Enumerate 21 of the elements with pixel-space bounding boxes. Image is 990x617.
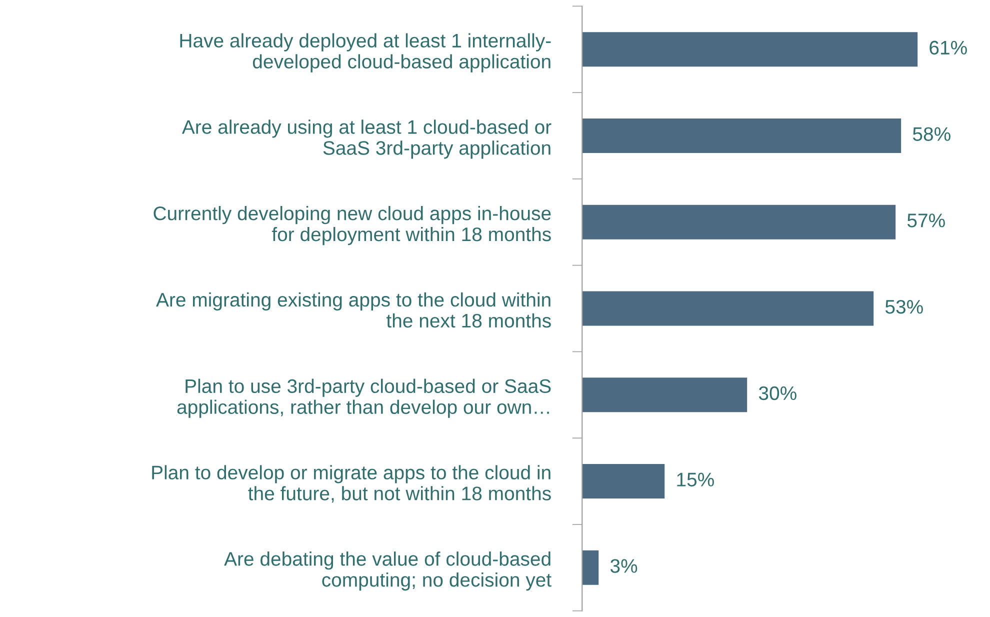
y-tick-label: Plan to use 3rd-party cloud-based or SaaS applications, rather than develop our own… <box>177 378 551 418</box>
y-tick-label: Are migrating existing apps to the cloud within the next 18 months <box>156 292 551 328</box>
bar <box>582 204 896 240</box>
bar <box>582 291 874 326</box>
bar <box>582 118 902 154</box>
y-tick-label: Are already using at least 1 cloud-based or SaaS 3rd-party application <box>182 120 552 159</box>
y-tick-label: Are debating the value of cloud-based computing; no decision yet <box>224 552 552 591</box>
y-tick-label: Currently developing new cloud apps in-house for deployment within 18 months <box>154 206 551 246</box>
data-label: 61% <box>930 40 967 55</box>
y-tick-label: Have already deployed at least 1 internally- developed cloud-based application <box>180 33 551 72</box>
bar <box>582 32 918 67</box>
y-tick-label: Plan to develop or migrate apps to the cloud in the future, but not within 18 months <box>152 465 551 503</box>
data-label: 58% <box>912 127 950 141</box>
bar <box>582 378 748 412</box>
data-label: 57% <box>907 214 945 228</box>
data-label: 15% <box>677 472 714 486</box>
data-label: 3% <box>610 559 638 573</box>
data-label: 30% <box>758 386 796 400</box>
bar <box>582 464 665 499</box>
data-label: 53% <box>885 300 923 314</box>
bar <box>582 550 599 585</box>
